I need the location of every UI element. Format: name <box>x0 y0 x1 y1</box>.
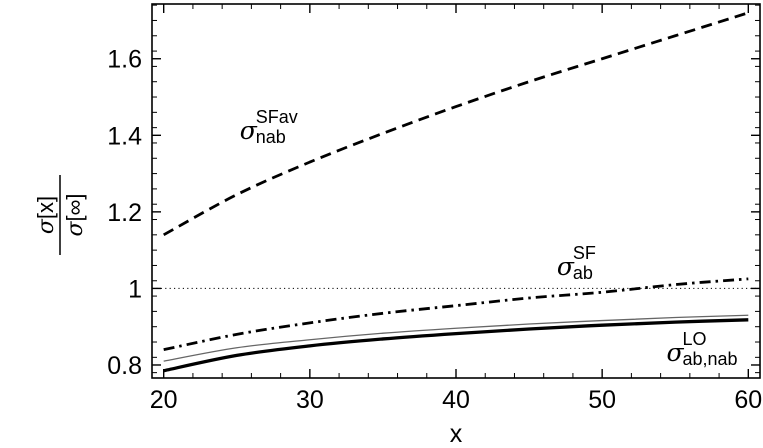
annotation-subscript: ab <box>573 263 593 283</box>
series-line-dash-dot <box>163 277 749 352</box>
y-tick-label: 1 <box>128 275 142 303</box>
y-tick-label: 1.2 <box>107 199 142 227</box>
x-axis-ticks: 20 30 40 50 60 <box>150 4 762 414</box>
series-group <box>163 11 749 373</box>
y-label-denominator-arg: [∞] <box>62 194 87 222</box>
y-tick-label: 1.4 <box>107 122 142 150</box>
annotation-subscript: nab <box>256 127 286 147</box>
annotation-superscript: SF <box>573 243 596 263</box>
x-axis-label: x <box>450 420 463 448</box>
plot-frame <box>151 3 761 379</box>
annotation-symbol: σ <box>666 338 684 367</box>
annotation-symbol: σ <box>557 252 575 281</box>
y-label-numerator-arg: [x] <box>33 196 58 219</box>
annotation-superscript: SFav <box>256 107 298 127</box>
x-tick-label: 60 <box>734 386 762 414</box>
svg-text:σ[∞]: σ[∞] <box>62 194 88 237</box>
y-axis-ticks: 0.8 1 1.2 1.4 1.6 <box>107 4 760 380</box>
y-axis-label: σ[x] σ[∞] <box>33 175 88 255</box>
annotation-subscript: ab,nab <box>682 349 737 369</box>
x-tick-label: 50 <box>588 386 616 414</box>
svg-text:σ[x]: σ[x] <box>33 196 59 234</box>
x-tick-label: 30 <box>296 386 324 414</box>
y-label-denominator-symbol: σ <box>63 220 88 236</box>
series-line-thin-solid <box>163 314 749 362</box>
y-label-numerator-symbol: σ <box>34 218 59 234</box>
y-tick-label: 0.8 <box>107 352 142 380</box>
series-line-dashed <box>163 11 749 237</box>
x-tick-label: 20 <box>150 386 178 414</box>
annotation-symbol: σ <box>240 116 258 145</box>
annotation-superscript: LO <box>682 329 706 349</box>
series-line-thick-solid <box>163 318 749 373</box>
x-tick-label: 40 <box>442 386 470 414</box>
y-tick-label: 1.6 <box>107 46 142 74</box>
